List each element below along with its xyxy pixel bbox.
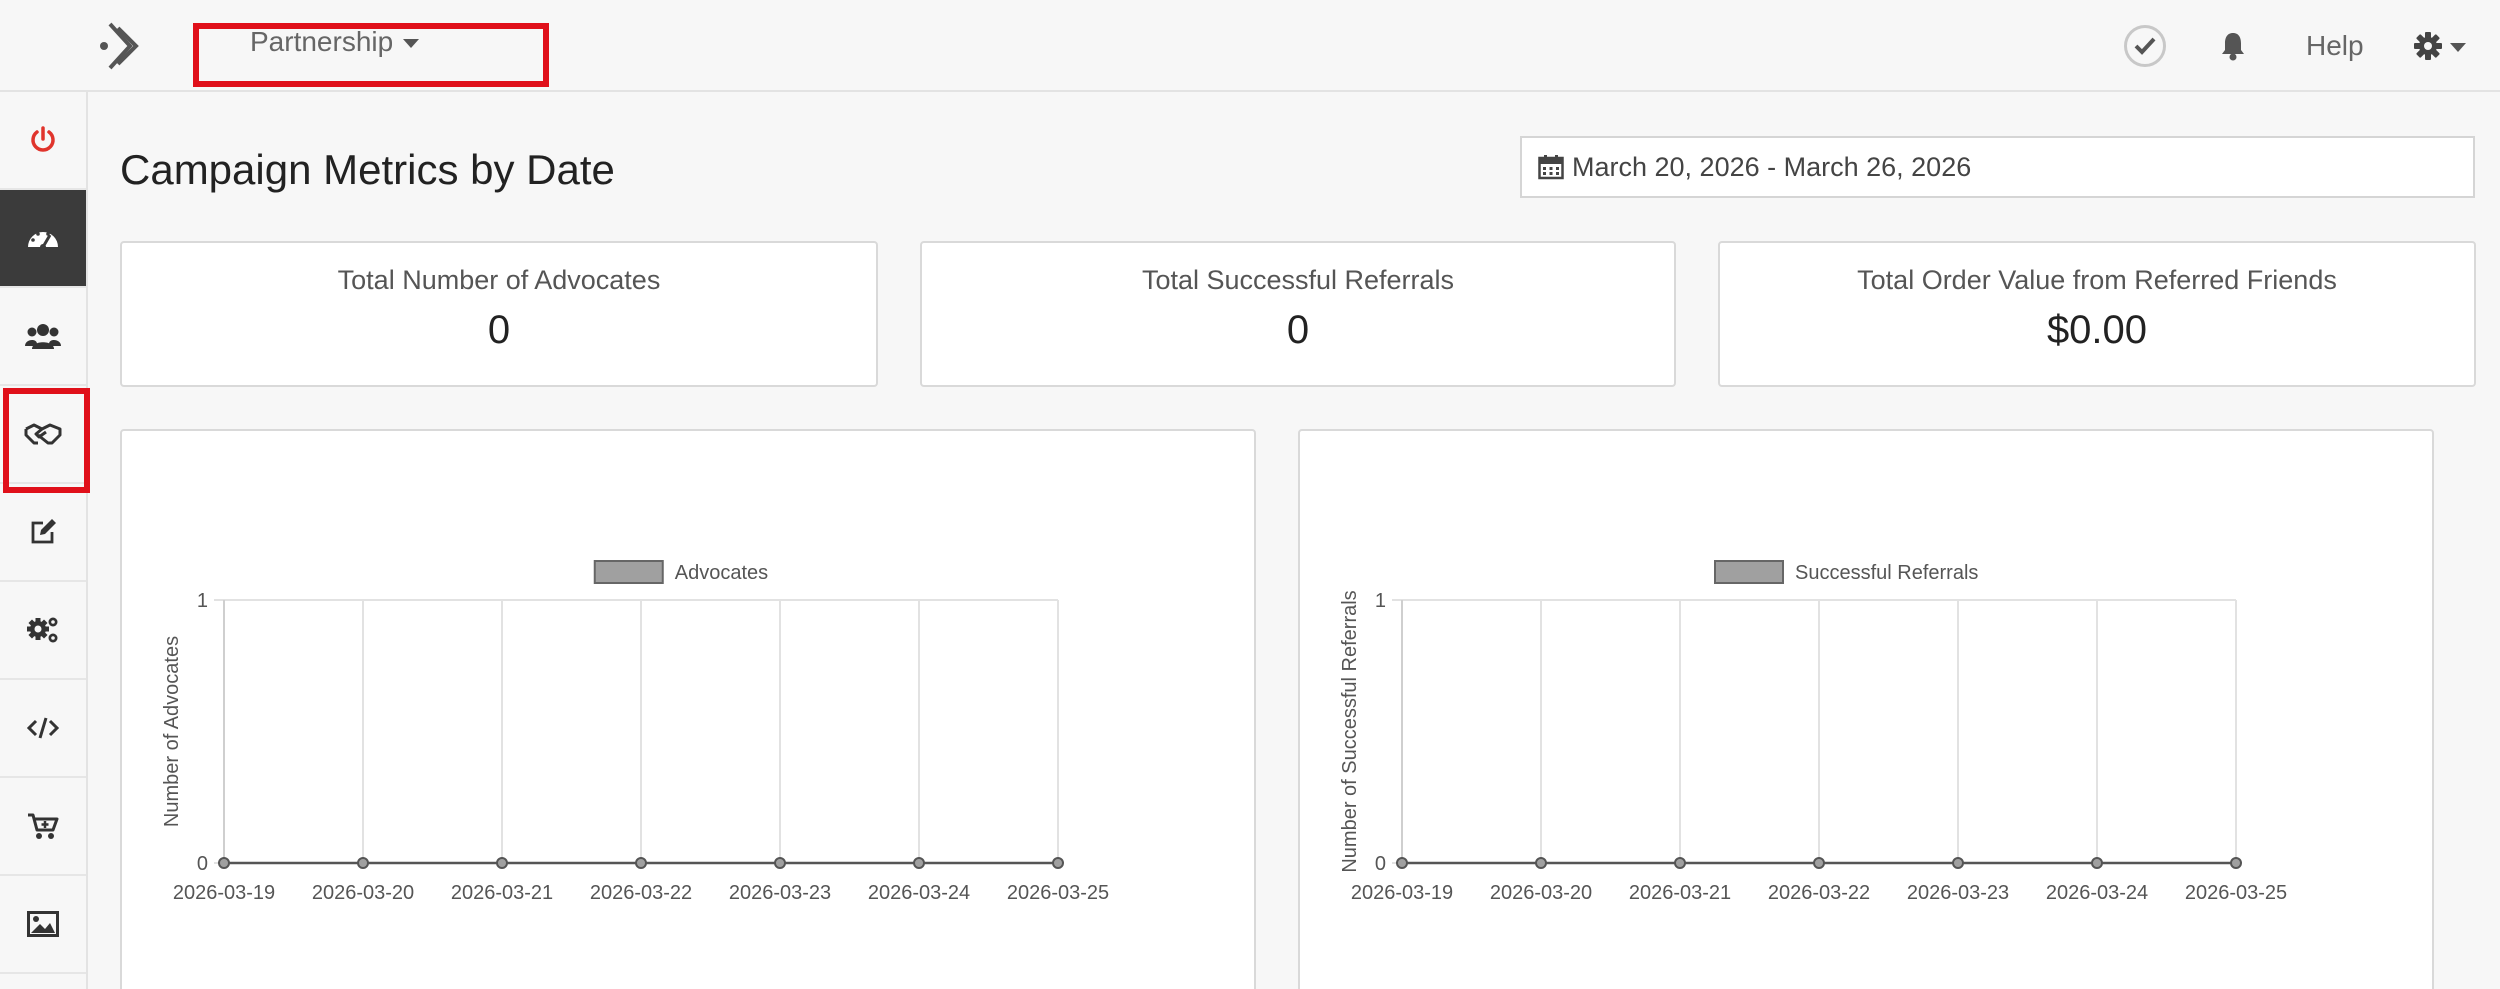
data-point bbox=[357, 857, 369, 869]
x-tick-label: 2026-03-25 bbox=[2185, 882, 2287, 904]
stat-card-referrals: Total Successful Referrals 0 bbox=[920, 241, 1676, 387]
x-tick-label: 2026-03-25 bbox=[1007, 882, 1109, 904]
legend-swatch bbox=[1714, 560, 1784, 584]
power-icon bbox=[31, 126, 55, 152]
stat-label: Total Successful Referrals bbox=[1141, 265, 1455, 295]
data-point bbox=[774, 857, 786, 869]
y-tick-label: 0 bbox=[1375, 853, 1386, 875]
sidebar-item-edit[interactable] bbox=[0, 484, 86, 582]
data-point bbox=[496, 857, 508, 869]
x-tick-label: 2026-03-19 bbox=[1351, 882, 1453, 904]
help-link[interactable]: Help bbox=[2306, 30, 2364, 61]
sidebar-item-code[interactable] bbox=[0, 680, 86, 778]
y-axis-title: Number of Successful Referrals bbox=[1339, 590, 1361, 872]
data-point bbox=[1535, 857, 1547, 869]
stat-value: 0 bbox=[487, 308, 511, 352]
data-point bbox=[218, 857, 230, 869]
chevron-down-icon bbox=[403, 38, 420, 48]
sidebar-item-partnership[interactable] bbox=[0, 386, 86, 484]
sidebar-item-users[interactable] bbox=[0, 288, 86, 386]
x-tick-label: 2026-03-19 bbox=[173, 882, 275, 904]
highlight-box-partnership-icon bbox=[3, 388, 90, 493]
data-point bbox=[2230, 857, 2242, 869]
x-tick-label: 2026-03-24 bbox=[2046, 882, 2148, 904]
advocates-chart: Advocates 0 1 2026-03-19 2026-03-20 2026-03-2… bbox=[161, 560, 1109, 904]
stat-card-advocates: Total Number of Advocates 0 bbox=[120, 241, 878, 387]
y-axis-title: Number of Advocates bbox=[161, 636, 183, 827]
sidebar-item-settings[interactable] bbox=[0, 582, 86, 680]
x-tick-label: 2026-03-20 bbox=[1490, 882, 1592, 904]
data-point bbox=[1813, 857, 1825, 869]
data-point bbox=[1396, 857, 1408, 869]
sidebar-item-commerce[interactable] bbox=[0, 778, 86, 876]
data-point bbox=[1952, 857, 1964, 869]
stat-value: 0 bbox=[1286, 308, 1310, 352]
handshake-icon bbox=[24, 423, 62, 445]
sidebar-item-media[interactable] bbox=[0, 876, 86, 974]
tasks-check-button[interactable] bbox=[2124, 0, 2174, 92]
x-tick-label: 2026-03-21 bbox=[1629, 882, 1731, 904]
settings-dropdown[interactable] bbox=[2414, 0, 2466, 92]
data-point bbox=[2091, 857, 2103, 869]
x-tick-label: 2026-03-22 bbox=[590, 882, 692, 904]
referrals-chart-card: Successful Referrals 0 1 2026-03-19 2026-03-… bbox=[1298, 429, 2434, 989]
legend-swatch bbox=[593, 560, 664, 584]
bell-icon bbox=[2222, 33, 2244, 61]
x-tick-label: 2026-03-21 bbox=[451, 882, 553, 904]
sidebar-item-power[interactable] bbox=[0, 92, 86, 190]
x-tick-label: 2026-03-22 bbox=[1768, 882, 1870, 904]
data-point bbox=[1052, 857, 1064, 869]
sidebar bbox=[0, 92, 88, 989]
cart-icon bbox=[28, 813, 59, 839]
y-tick-label: 1 bbox=[197, 590, 208, 612]
gear-icon bbox=[2414, 32, 2442, 60]
x-tick-label: 2026-03-24 bbox=[868, 882, 970, 904]
x-tick-label: 2026-03-23 bbox=[729, 882, 831, 904]
notifications-button[interactable] bbox=[2220, 0, 2246, 92]
image-icon bbox=[27, 911, 59, 937]
gears-icon bbox=[27, 617, 58, 643]
sidebar-item-dashboard[interactable] bbox=[0, 190, 86, 288]
date-range-text: March 20, 2026 - March 26, 2026 bbox=[1572, 151, 1972, 182]
referrals-chart: Successful Referrals 0 1 2026-03-19 2026-03-… bbox=[1339, 560, 2287, 904]
dashboard-icon bbox=[28, 232, 58, 250]
legend-label: Advocates bbox=[675, 562, 768, 584]
brand-logo-icon[interactable] bbox=[96, 18, 144, 74]
page-title: Campaign Metrics by Date bbox=[120, 146, 615, 193]
x-tick-label: 2026-03-20 bbox=[312, 882, 414, 904]
stat-value: $0.00 bbox=[2046, 308, 2148, 352]
data-point bbox=[1674, 857, 1686, 869]
data-point bbox=[635, 857, 647, 869]
stat-card-order-value: Total Order Value from Referred Friends … bbox=[1718, 241, 2476, 387]
stat-label: Total Number of Advocates bbox=[337, 265, 661, 295]
data-point bbox=[913, 857, 925, 869]
y-tick-label: 0 bbox=[197, 853, 208, 875]
code-icon bbox=[27, 717, 59, 739]
top-navbar: Partnership Help bbox=[0, 0, 2500, 92]
stat-label: Total Order Value from Referred Friends bbox=[1857, 265, 2337, 295]
chevron-down-icon bbox=[2450, 42, 2466, 52]
x-tick-label: 2026-03-23 bbox=[1907, 882, 2009, 904]
program-dropdown-label: Partnership bbox=[250, 26, 394, 57]
users-icon bbox=[25, 324, 61, 349]
advocates-chart-card: Advocates 0 1 2026-03-19 2026-03-20 2026-03-2… bbox=[120, 429, 1256, 989]
highlight-box-program-dropdown bbox=[193, 23, 549, 87]
legend-label: Successful Referrals bbox=[1795, 562, 1978, 584]
date-range-picker[interactable]: March 20, 2026 - March 26, 2026 bbox=[1520, 136, 2475, 198]
edit-icon bbox=[31, 519, 56, 544]
y-tick-label: 1 bbox=[1375, 590, 1386, 612]
calendar-icon bbox=[1538, 155, 1564, 180]
program-dropdown[interactable]: Partnership bbox=[250, 26, 420, 58]
check-circle-icon bbox=[2124, 25, 2166, 67]
